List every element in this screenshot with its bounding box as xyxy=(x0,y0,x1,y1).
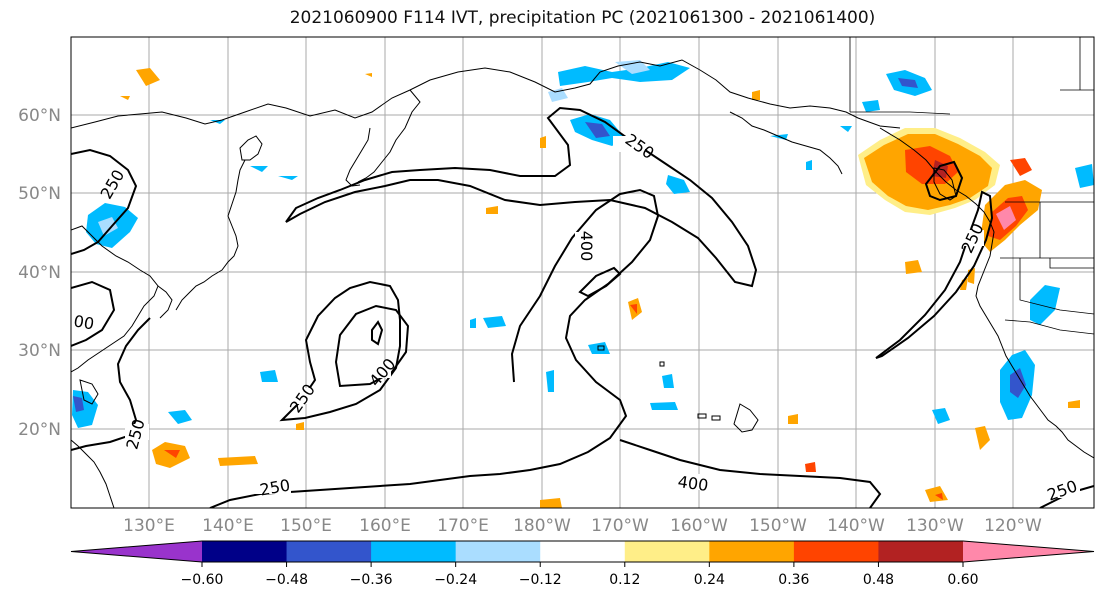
political-borders xyxy=(849,37,1094,335)
lat-label: 60°N xyxy=(18,106,61,126)
precip-positive-fills xyxy=(120,68,1080,508)
contour-label-group: 250 250 250 250 250 250 250 400 400 400 … xyxy=(71,130,1080,505)
lon-label: 150°W xyxy=(749,516,807,536)
colorbar-segment xyxy=(709,541,795,562)
lon-label: 160°E xyxy=(359,516,411,536)
colorbar-tick-label: −0.60 xyxy=(181,572,224,588)
colorbar-segment xyxy=(624,541,710,562)
longitude-labels: 130°E 140°E 150°E 160°E 170°E 180°W 170°… xyxy=(123,516,1042,536)
contour-label: 00 xyxy=(72,311,95,333)
colorbar-tick-label: 0.24 xyxy=(694,572,725,588)
colorbar-segment xyxy=(455,541,541,562)
lon-label: 160°W xyxy=(670,516,728,536)
colorbar-tick-label: 0.36 xyxy=(778,572,809,588)
latitude-labels: 60°N 50°N 40°N 30°N 20°N xyxy=(18,106,61,440)
colorbar: −0.60 −0.48 −0.36 −0.24 −0.12 0.12 0.24 0.36 0.4… xyxy=(70,540,1095,588)
colorbar-extend-low xyxy=(71,541,202,562)
colorbar-segment xyxy=(371,541,457,562)
colorbar-tick-label: −0.12 xyxy=(519,572,562,588)
map-title: 2021060900 F114 IVT, precipitation PC (2… xyxy=(289,8,876,28)
lon-label: 150°E xyxy=(280,516,332,536)
lon-label: 170°W xyxy=(591,516,649,536)
lat-label: 20°N xyxy=(18,420,61,440)
lon-label: 180°W xyxy=(513,516,571,536)
map-frame xyxy=(70,36,1095,509)
lat-label: 50°N xyxy=(18,184,61,204)
lat-label: 30°N xyxy=(18,341,61,361)
lon-label: 130°W xyxy=(906,516,964,536)
ivt-contours xyxy=(71,106,1094,508)
contour-label: 400 xyxy=(577,231,596,262)
colorbar-tick-label: −0.48 xyxy=(265,572,308,588)
lon-label: 140°E xyxy=(202,516,254,536)
colorbar-segment xyxy=(878,541,964,562)
colorbar-tick-label: 0.48 xyxy=(863,572,894,588)
lon-label: 130°E xyxy=(123,516,175,536)
colorbar-segment xyxy=(202,541,288,562)
lon-label: 140°W xyxy=(827,516,885,536)
colorbar-segment xyxy=(540,541,626,562)
colorbar-tick-label: −0.36 xyxy=(350,572,393,588)
colorbar-tick-label: 0.12 xyxy=(609,572,640,588)
lon-label: 170°E xyxy=(437,516,489,536)
colorbar-segment xyxy=(793,541,879,562)
lat-label: 40°N xyxy=(18,263,61,283)
lon-label: 120°W xyxy=(984,516,1042,536)
colorbar-tick-label: 0.60 xyxy=(947,572,978,588)
colorbar-segment xyxy=(286,541,372,562)
contour-label: 400 xyxy=(677,472,710,495)
colorbar-tick-label: −0.24 xyxy=(434,572,477,588)
coastlines xyxy=(71,59,1094,508)
colorbar-extend-high xyxy=(963,541,1094,562)
